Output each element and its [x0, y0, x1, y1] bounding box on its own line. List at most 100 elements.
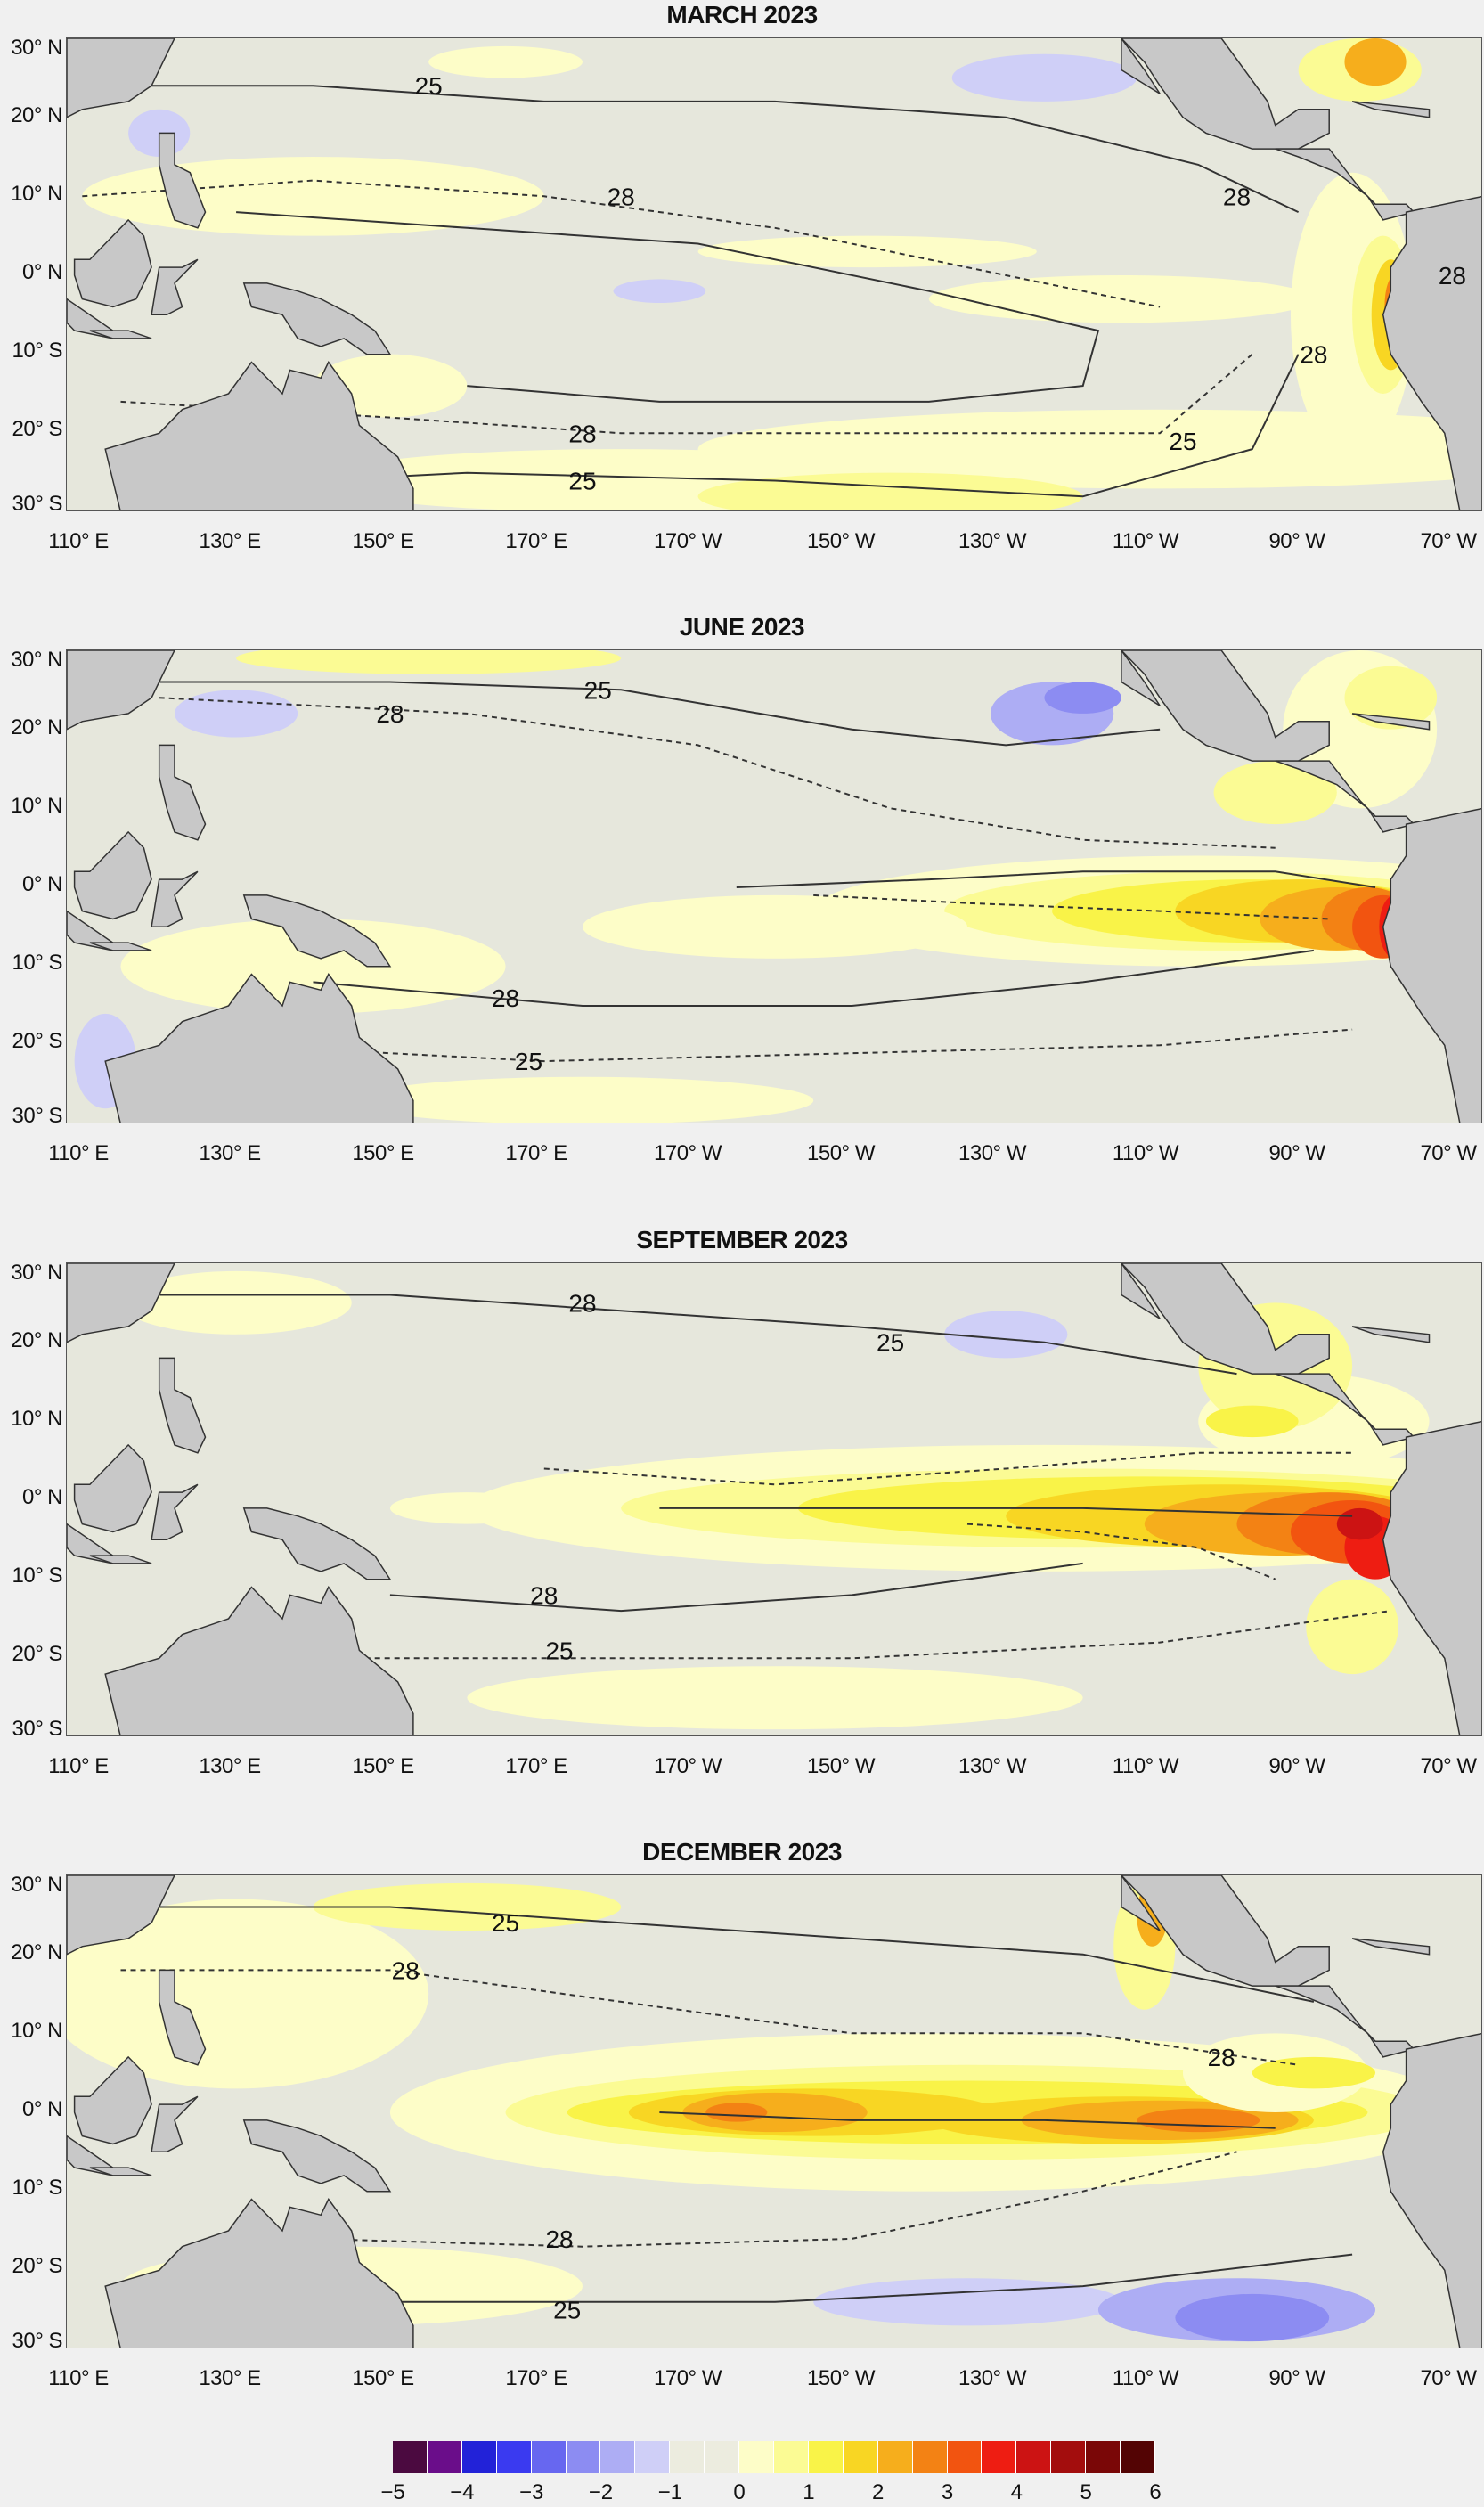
isotherm-line: [659, 1507, 1353, 1517]
longitude-label: 90° W: [1268, 1753, 1325, 1778]
landmass-borneo: [73, 1443, 152, 1533]
latitude-label: 0° N: [22, 872, 62, 897]
isotherm-label: 28: [492, 984, 519, 1012]
latitude-label: 30° S: [12, 1716, 63, 1741]
longitude-label: 90° W: [1268, 1141, 1325, 1166]
landmass-baja: [1121, 1875, 1161, 1931]
longitude-label: 170° W: [654, 1753, 722, 1778]
landmass-philippines: [158, 132, 207, 229]
landmass-asia: [67, 38, 175, 118]
longitude-label: 130° W: [958, 529, 1026, 553]
landmass-borneo: [73, 218, 152, 308]
longitude-label: 170° E: [505, 1753, 567, 1778]
legend-tick-label: 0: [733, 2480, 746, 2504]
landmass-asia: [67, 1875, 175, 1956]
longitude-label: 110° E: [48, 529, 109, 553]
isotherm-line: [313, 950, 1315, 1008]
legend-swatch: [600, 2441, 636, 2473]
latitude-label: 10° N: [11, 794, 62, 819]
isotherm-line: [120, 681, 1161, 747]
isotherm-label: 25: [584, 677, 612, 705]
landmass-java: [89, 942, 152, 952]
anomaly-region: [697, 235, 1037, 268]
isotherm-line: [159, 354, 1300, 498]
latitude-label: 10° S: [12, 951, 63, 976]
latitude-label: 30° S: [12, 1104, 63, 1129]
landmass-southam: [1382, 1420, 1481, 1735]
map-panel: MARCH 2023 25 28 28 28 28 28 25 25 30° N 20° N 10° …: [0, 0, 1484, 615]
anomaly-region: [1175, 2294, 1330, 2342]
panel-title: SEPTEMBER 2023: [636, 1225, 848, 1254]
isotherm-line: [236, 211, 1100, 403]
anomaly-region: [582, 895, 968, 960]
anomaly-map: 28 25 28 25: [67, 650, 1481, 1123]
landmass-philippines: [158, 745, 207, 842]
landmass-borneo: [73, 831, 152, 920]
isotherm-label: 25: [492, 1909, 519, 1937]
isotherm-label: 28: [1439, 262, 1466, 290]
landmass-sulawesi: [151, 870, 199, 928]
isotherm-line: [543, 1451, 1353, 1486]
map-frame: 25 28 28 28 25: [66, 1874, 1482, 2349]
map-frame: 28 25 28 25: [66, 1262, 1482, 1736]
landmass-java: [89, 1555, 152, 1564]
latitude-label: 10° S: [12, 2176, 63, 2201]
anomaly-region: [82, 157, 544, 236]
landmass-baja: [1121, 38, 1161, 94]
isotherm-label: 28: [392, 1956, 420, 1984]
landmass-sumatra: [67, 911, 114, 952]
map-panel: SEPTEMBER 2023 28 25 28 25 30° N 20° N 10° N 0° …: [0, 1225, 1484, 1840]
legend-swatch: [1121, 2441, 1155, 2473]
landmass-southam: [1382, 2033, 1481, 2348]
legend-tick-label: −1: [657, 2480, 682, 2504]
anomaly-region: [1044, 682, 1121, 715]
longitude-label: 70° W: [1420, 529, 1477, 553]
landmass-asia: [67, 1262, 175, 1343]
landmass-australia: [104, 1585, 414, 1735]
panel-title: MARCH 2023: [666, 1, 818, 29]
longitude-label: 170° W: [654, 2366, 722, 2391]
longitude-label: 130° E: [199, 529, 261, 553]
latitude-label: 20° S: [12, 1641, 63, 1666]
anomaly-region: [389, 1491, 544, 1524]
landmass-baja: [1121, 1262, 1161, 1319]
landmass-newguinea: [242, 282, 392, 355]
isotherm-line: [813, 894, 1330, 920]
longitude-label: 110° E: [48, 2366, 109, 2391]
legend-swatch: [496, 2441, 532, 2473]
legend-swatch: [947, 2441, 983, 2473]
isotherm-line: [159, 697, 1276, 850]
longitude-label: 170° W: [654, 1141, 722, 1166]
panel-title: JUNE 2023: [679, 613, 805, 641]
legend-swatch: [427, 2441, 462, 2473]
latitude-label: 20° S: [12, 1029, 63, 1054]
landmass-australia: [104, 361, 414, 510]
longitude-label: 70° W: [1420, 1141, 1477, 1166]
isotherm-line: [313, 2151, 1237, 2248]
longitude-label: 170° E: [505, 2366, 567, 2391]
landmass-baja: [1121, 650, 1161, 707]
legend-swatch: [808, 2441, 844, 2473]
landmass-sulawesi: [151, 2095, 199, 2153]
legend-tick-label: 1: [803, 2480, 815, 2504]
legend-swatch: [393, 2441, 428, 2473]
isotherm-label: 28: [1223, 183, 1251, 210]
latitude-label: 20° N: [11, 1940, 62, 1965]
anomaly-region: [313, 1882, 622, 1931]
longitude-label: 110° W: [1112, 2366, 1179, 2391]
longitude-label: 110° W: [1112, 1753, 1179, 1778]
landmass-cuba: [1351, 713, 1431, 731]
legend-swatch: [877, 2441, 913, 2473]
map-panel: DECEMBER 2023 25 28 28 28 25 30° N 20° N 10° N 0°…: [0, 1837, 1484, 2452]
isotherm-label: 28: [568, 420, 596, 447]
longitude-label: 130° E: [199, 1141, 261, 1166]
longitude-label: 110° E: [48, 1753, 109, 1778]
anomaly-region: [944, 1310, 1068, 1359]
longitude-label: 150° E: [352, 1141, 414, 1166]
latitude-label: 0° N: [22, 260, 62, 284]
anomaly-region: [351, 1077, 814, 1123]
landmass-philippines: [158, 1357, 207, 1454]
longitude-label: 130° E: [199, 2366, 261, 2391]
anomaly-region: [1213, 761, 1337, 825]
anomaly-region: [1336, 1507, 1383, 1540]
